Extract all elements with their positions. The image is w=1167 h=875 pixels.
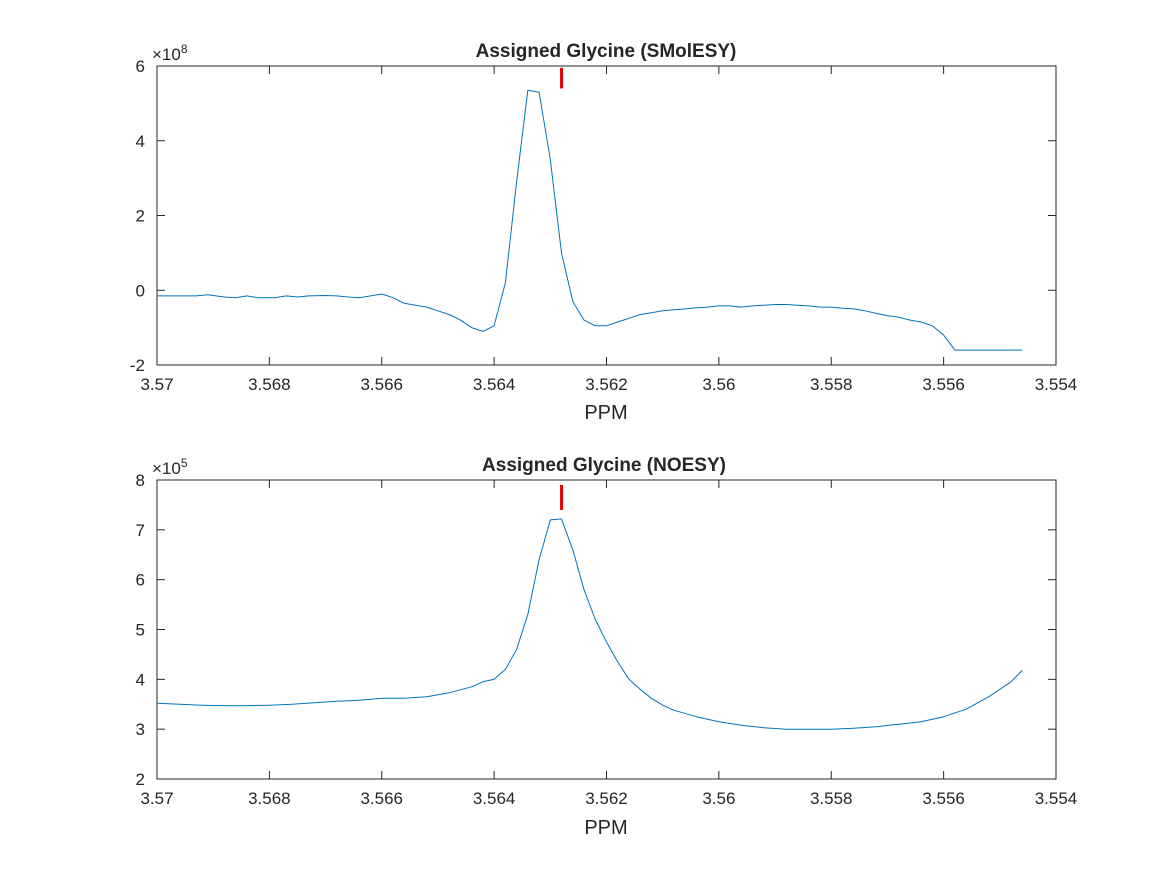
y-tick-label: 2 bbox=[136, 770, 145, 789]
y-exponent-power: 5 bbox=[181, 456, 188, 470]
x-tick-labels: 3.57 3.568 3.566 3.564 3.562 3.56 3.558 3.556 3.… bbox=[140, 375, 1077, 394]
x-tick-label: 3.556 bbox=[922, 789, 965, 808]
x-tick-label: 3.554 bbox=[1035, 789, 1078, 808]
subplot-top: 3.57 3.568 3.566 3.564 3.562 3.56 3.558 3.556 3.… bbox=[130, 41, 1077, 424]
x-tick-label: 3.562 bbox=[585, 789, 628, 808]
y-tick-label: 6 bbox=[136, 571, 145, 590]
x-tick-label: 3.57 bbox=[140, 789, 173, 808]
y-tick-label: 5 bbox=[136, 621, 145, 640]
y-tick-label: 8 bbox=[136, 471, 145, 490]
y-exponent-label: ×108 bbox=[152, 42, 188, 64]
axes-box bbox=[156, 479, 1057, 780]
y-exponent-base: ×10 bbox=[152, 45, 181, 64]
x-tick-label: 3.568 bbox=[248, 789, 291, 808]
x-tick-label: 3.558 bbox=[810, 789, 853, 808]
tick-marks bbox=[156, 479, 1057, 780]
y-tick-label: 4 bbox=[136, 670, 145, 689]
x-axis-label: PPM bbox=[584, 817, 627, 839]
y-tick-label: 6 bbox=[136, 57, 145, 76]
y-exponent-power: 8 bbox=[181, 42, 188, 56]
axes-box bbox=[156, 65, 1057, 366]
y-tick-label: 3 bbox=[136, 720, 145, 739]
y-tick-labels: -2 0 2 4 6 bbox=[130, 57, 145, 375]
x-tick-label: 3.57 bbox=[140, 375, 173, 394]
y-tick-label: 2 bbox=[136, 207, 145, 226]
chart-title: Assigned Glycine (SMolESY) bbox=[476, 41, 737, 62]
series-line bbox=[156, 518, 1023, 730]
x-tick-label: 3.564 bbox=[473, 375, 516, 394]
x-tick-label: 3.56 bbox=[702, 375, 735, 394]
y-tick-label: -2 bbox=[130, 356, 145, 375]
x-axis-label: PPM bbox=[584, 402, 627, 424]
x-tick-label: 3.56 bbox=[702, 789, 735, 808]
plot-area bbox=[156, 484, 1023, 730]
x-tick-label: 3.556 bbox=[922, 375, 965, 394]
y-tick-label: 4 bbox=[136, 132, 145, 151]
series-line bbox=[157, 89, 1023, 351]
y-exponent-base: ×10 bbox=[152, 459, 181, 478]
x-tick-label: 3.566 bbox=[360, 375, 403, 394]
tick-marks bbox=[156, 65, 1057, 366]
x-tick-label: 3.564 bbox=[473, 789, 516, 808]
x-tick-label: 3.554 bbox=[1035, 375, 1078, 394]
x-tick-label: 3.566 bbox=[360, 789, 403, 808]
x-tick-label: 3.558 bbox=[810, 375, 853, 394]
y-exponent-label: ×105 bbox=[152, 456, 188, 478]
plot-area bbox=[157, 67, 1023, 351]
subplot-bottom: 3.57 3.568 3.566 3.564 3.562 3.56 3.558 3.556 3.… bbox=[136, 455, 1078, 839]
x-tick-label: 3.568 bbox=[248, 375, 291, 394]
x-tick-label: 3.562 bbox=[585, 375, 628, 394]
y-tick-labels: 2 3 4 5 6 7 8 bbox=[136, 471, 145, 789]
x-tick-labels: 3.57 3.568 3.566 3.564 3.562 3.56 3.558 3.556 3.… bbox=[140, 789, 1077, 808]
y-tick-label: 0 bbox=[136, 281, 145, 300]
chart-title: Assigned Glycine (NOESY) bbox=[482, 455, 726, 476]
y-tick-label: 7 bbox=[136, 521, 145, 540]
